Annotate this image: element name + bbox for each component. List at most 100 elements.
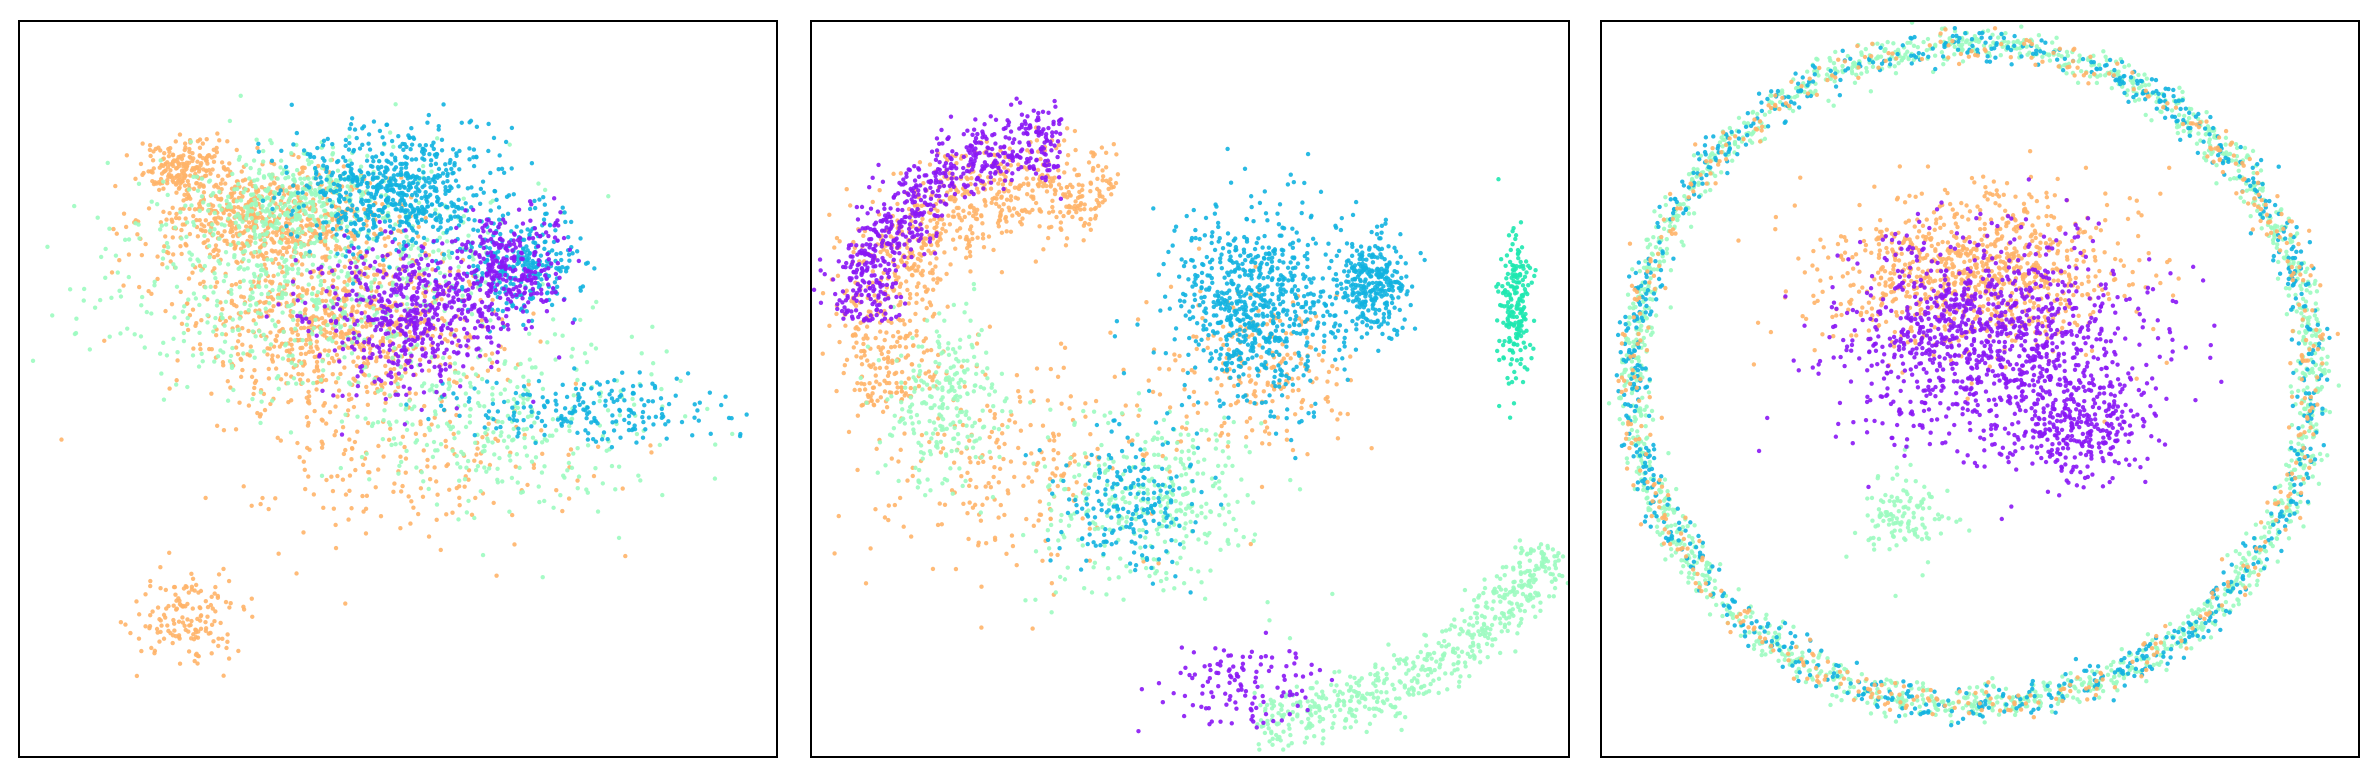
scatter-point <box>446 293 451 298</box>
scatter-point <box>273 338 279 344</box>
scatter-point <box>398 253 403 258</box>
scatter-point <box>250 295 256 301</box>
scatter-point <box>240 326 245 331</box>
scatter-point <box>312 165 318 171</box>
scatter-point <box>238 310 244 316</box>
scatter-point <box>595 444 601 449</box>
scatter-point <box>254 301 259 306</box>
scatter-point <box>188 257 193 262</box>
scatter-point <box>364 180 369 186</box>
scatter-point <box>430 340 436 345</box>
scatter-point <box>207 228 213 233</box>
scatter-point <box>407 398 412 403</box>
scatter-point <box>438 442 444 447</box>
scatter-point <box>367 204 373 209</box>
scatter-point <box>532 226 538 231</box>
scatter-point <box>426 112 432 118</box>
scatter-point <box>359 311 364 316</box>
scatter-point <box>347 278 352 283</box>
scatter-point <box>436 301 442 307</box>
scatter-point <box>388 381 394 386</box>
scatter-point <box>430 258 435 264</box>
scatter-point <box>413 213 418 218</box>
scatter-point <box>386 420 392 425</box>
scatter-point <box>228 385 233 390</box>
scatter-point <box>357 333 362 338</box>
scatter-point <box>166 153 172 159</box>
scatter-point <box>315 181 321 187</box>
scatter-point <box>113 183 118 189</box>
scatter-point <box>273 256 278 262</box>
scatter-point <box>366 315 372 320</box>
scatter-point <box>321 320 326 326</box>
scatter-point <box>233 281 239 287</box>
scatter-point <box>402 344 407 350</box>
scatter-point <box>222 323 227 328</box>
scatter-point <box>560 333 565 338</box>
scatter-point <box>387 343 393 348</box>
scatter-point <box>461 196 466 201</box>
scatter-point <box>263 278 268 283</box>
scatter-point <box>305 151 310 157</box>
scatter-point <box>337 187 343 192</box>
scatter-point <box>334 301 340 307</box>
scatter-point <box>685 371 691 376</box>
scatter-point <box>432 300 438 305</box>
scatter-point <box>497 290 502 295</box>
scatter-point <box>432 364 437 370</box>
scatter-point <box>495 438 501 444</box>
scatter-point <box>343 293 349 298</box>
scatter-point <box>377 219 382 225</box>
scatter-point <box>295 318 301 323</box>
scatter-point <box>195 159 200 164</box>
scatter-point <box>566 252 572 257</box>
scatter-point <box>589 342 594 347</box>
scatter-point <box>293 261 299 266</box>
scatter-point <box>311 492 317 497</box>
scatter-point <box>142 345 147 350</box>
scatter-point <box>393 202 398 207</box>
scatter-point <box>421 479 426 484</box>
scatter-point <box>259 291 264 297</box>
scatter-point <box>402 444 407 450</box>
scatter-point <box>217 189 222 195</box>
scatter-point <box>383 363 388 369</box>
scatter-point <box>158 220 164 225</box>
scatter-point <box>337 259 342 264</box>
scatter-point <box>392 167 397 172</box>
scatter-point <box>318 232 323 237</box>
scatter-point <box>474 452 479 457</box>
scatter-point <box>389 152 394 157</box>
scatter-point <box>499 166 505 171</box>
scatter-point <box>573 381 579 386</box>
scatter-point <box>390 360 395 365</box>
scatter-point <box>429 169 434 174</box>
scatter-point <box>261 268 266 273</box>
scatter-point <box>346 175 351 180</box>
scatter-point <box>495 249 501 254</box>
scatter-point <box>425 237 430 243</box>
scatter-point <box>456 307 461 313</box>
scatter-point <box>321 403 326 408</box>
scatter-point <box>398 322 403 328</box>
scatter-point <box>348 382 353 387</box>
scatter-point <box>471 257 476 262</box>
scatter-point <box>575 377 580 383</box>
scatter-point <box>198 182 203 187</box>
scatter-point <box>433 207 438 212</box>
scatter-point <box>330 488 336 494</box>
scatter-point <box>103 275 108 280</box>
scatter-point <box>325 352 331 358</box>
scatter-point <box>223 299 229 304</box>
scatter-point <box>466 399 472 404</box>
scatter-point <box>381 263 386 268</box>
scatter-point <box>174 284 180 289</box>
scatter-point <box>370 247 375 252</box>
scatter-point <box>411 285 417 291</box>
scatter-point <box>263 306 268 311</box>
scatter-point <box>355 414 360 419</box>
scatter-point <box>389 442 394 448</box>
scatter-point <box>170 160 176 165</box>
scatter-point <box>186 195 191 200</box>
scatter-point <box>566 496 572 501</box>
